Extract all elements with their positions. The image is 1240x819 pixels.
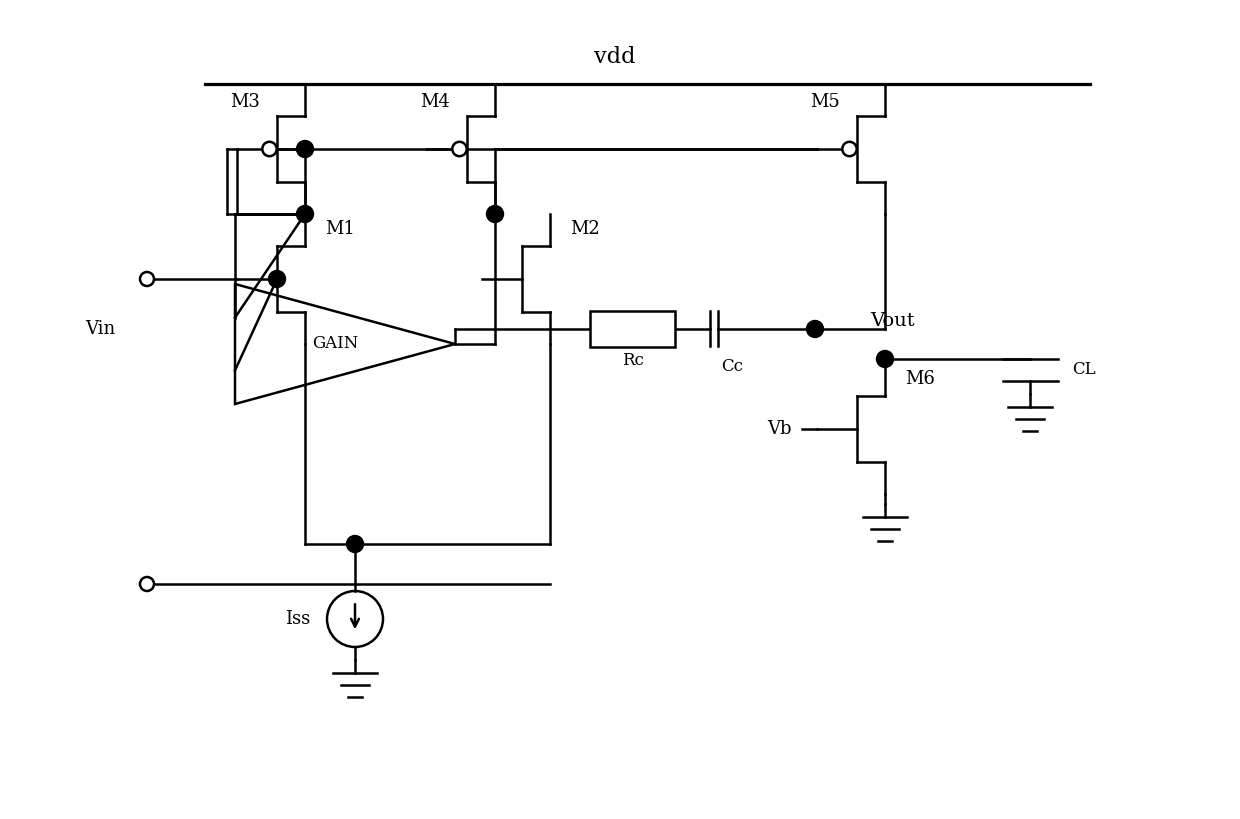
Text: vdd: vdd bbox=[594, 46, 636, 68]
Circle shape bbox=[140, 272, 154, 286]
Text: M3: M3 bbox=[231, 93, 260, 111]
FancyBboxPatch shape bbox=[590, 311, 675, 347]
Circle shape bbox=[453, 142, 466, 156]
Circle shape bbox=[806, 320, 823, 337]
Text: M1: M1 bbox=[325, 220, 355, 238]
Circle shape bbox=[346, 536, 363, 553]
Text: Cc: Cc bbox=[722, 359, 744, 375]
Text: Rc: Rc bbox=[621, 352, 644, 369]
Text: Iss: Iss bbox=[285, 610, 310, 628]
Text: M5: M5 bbox=[810, 93, 839, 111]
Text: M2: M2 bbox=[570, 220, 600, 238]
Text: M4: M4 bbox=[420, 93, 450, 111]
Circle shape bbox=[296, 141, 314, 157]
Text: M6: M6 bbox=[905, 370, 935, 388]
Circle shape bbox=[296, 206, 314, 223]
Circle shape bbox=[140, 577, 154, 591]
Circle shape bbox=[263, 142, 277, 156]
Circle shape bbox=[486, 206, 503, 223]
Text: CL: CL bbox=[1073, 361, 1096, 378]
Circle shape bbox=[842, 142, 857, 156]
Circle shape bbox=[269, 270, 285, 287]
Text: Vout: Vout bbox=[870, 312, 915, 330]
Text: Vb: Vb bbox=[768, 420, 792, 438]
Text: GAIN: GAIN bbox=[311, 336, 358, 352]
Circle shape bbox=[877, 351, 894, 368]
Text: Vin: Vin bbox=[84, 320, 115, 338]
